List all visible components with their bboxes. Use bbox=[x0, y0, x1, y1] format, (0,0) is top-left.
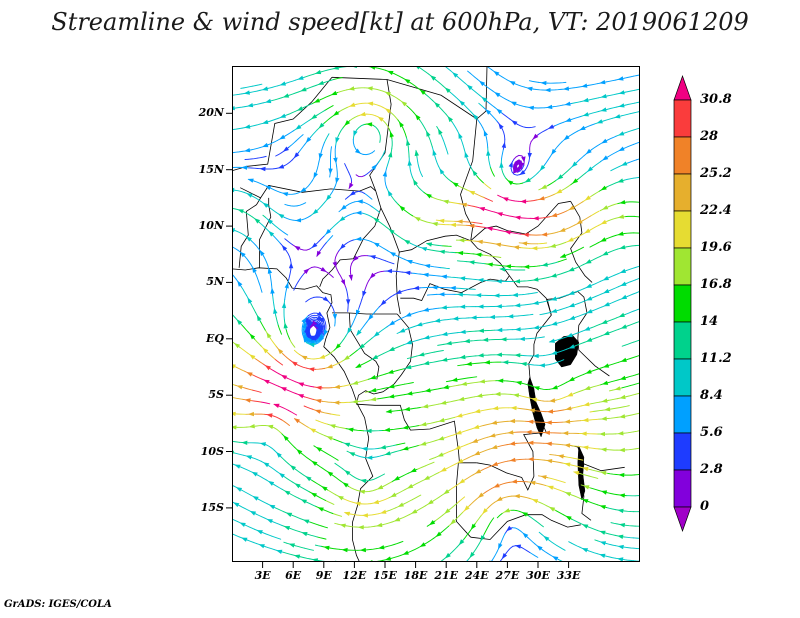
y-axis-label: 15N bbox=[198, 162, 224, 176]
map-frame-and-ticks bbox=[226, 66, 640, 568]
colorbar-label: 19.6 bbox=[700, 240, 732, 255]
x-axis-label: 3E bbox=[254, 569, 271, 582]
colorbar-arrow-top bbox=[673, 74, 692, 101]
colorbar-band bbox=[673, 210, 692, 249]
x-axis-label: 12E bbox=[342, 569, 367, 582]
colorbar-band bbox=[673, 395, 692, 434]
colorbar-label: 30.8 bbox=[700, 92, 732, 107]
colorbar-arrow-bottom bbox=[673, 506, 692, 533]
colorbar-label: 14 bbox=[700, 314, 719, 329]
streamline-map bbox=[226, 66, 640, 568]
x-axis-label: 6E bbox=[285, 569, 302, 582]
colorbar-label: 25.2 bbox=[700, 166, 732, 181]
colorbar-band bbox=[673, 432, 692, 471]
streamlines-layer bbox=[232, 66, 640, 562]
x-axis-label: 15E bbox=[373, 569, 397, 582]
colorbar-band bbox=[673, 99, 692, 138]
colorbar-band bbox=[673, 173, 692, 212]
colorbar-label: 11.2 bbox=[700, 351, 732, 366]
y-axis-label: 5N bbox=[206, 275, 224, 289]
x-axis-label: 30E bbox=[526, 569, 550, 582]
y-axis-label: 5S bbox=[208, 388, 224, 402]
colorbar-label: 22.4 bbox=[700, 203, 732, 218]
colorbar-label: 8.4 bbox=[700, 388, 723, 403]
colorbar-band bbox=[673, 247, 692, 286]
colorbar-band bbox=[673, 358, 692, 397]
colorbar-band bbox=[673, 284, 692, 323]
y-axis-label: 20N bbox=[198, 106, 224, 120]
y-axis-label: EQ bbox=[206, 331, 224, 345]
colorbar-label: 5.6 bbox=[700, 425, 723, 440]
x-axis-label: 33E bbox=[556, 569, 581, 582]
x-axis-label: 27E bbox=[495, 569, 520, 582]
x-axis-label: 9E bbox=[315, 569, 332, 582]
chart-title: Streamline & wind speed[kt] at 600hPa, V… bbox=[51, 8, 749, 36]
country-borders bbox=[232, 66, 625, 562]
colorbar-label: 16.8 bbox=[700, 277, 732, 292]
colorbar-band bbox=[673, 321, 692, 360]
x-axis-label: 21E bbox=[434, 569, 459, 582]
y-axis-label: 15S bbox=[200, 500, 224, 514]
credit-text: GrADS: IGES/COLA bbox=[4, 599, 112, 610]
y-axis-label: 10S bbox=[200, 444, 224, 458]
colorbar-band bbox=[673, 469, 692, 508]
colorbar-label: 2.8 bbox=[700, 462, 723, 477]
colorbar-label: 0 bbox=[700, 499, 710, 514]
colorbar-band bbox=[673, 136, 692, 175]
colorbar-label: 28 bbox=[700, 129, 719, 144]
x-axis-label: 24E bbox=[464, 569, 489, 582]
colorbar bbox=[673, 74, 692, 533]
x-axis-label: 18E bbox=[403, 569, 428, 582]
y-axis-label: 10N bbox=[198, 219, 224, 233]
